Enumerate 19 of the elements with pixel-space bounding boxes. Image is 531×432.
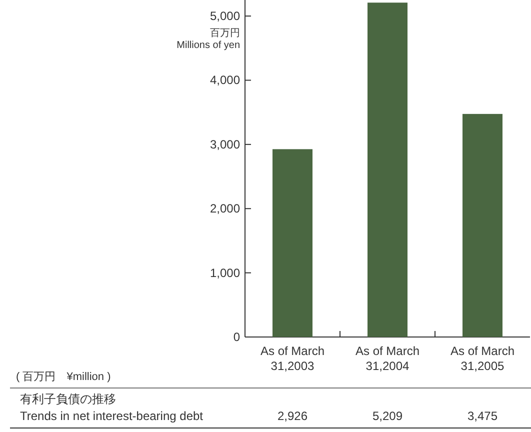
bar bbox=[462, 114, 502, 337]
data-label: 5,209 bbox=[372, 409, 403, 423]
x-tick-label: As of March 31,2003 bbox=[260, 344, 325, 373]
text: Trends in net interest-bearing debt bbox=[20, 409, 204, 423]
bar bbox=[368, 2, 408, 337]
y-tick-label: 2,000 bbox=[210, 202, 240, 216]
y-tick-label: 3,000 bbox=[210, 137, 240, 152]
data-label: 3,475 bbox=[467, 409, 498, 423]
y-tick-label: 0 bbox=[233, 330, 240, 344]
x-tick-label: As of March 31,2004 bbox=[355, 344, 420, 373]
data-label: 2,926 bbox=[277, 409, 308, 423]
y-tick-label: 5,000 bbox=[210, 9, 240, 24]
x-tick-label: As of March 31,2005 bbox=[450, 344, 515, 373]
y-tick-label: 1,000 bbox=[210, 266, 240, 280]
bar bbox=[272, 149, 312, 337]
text: ( 百万円 ¥million ) bbox=[16, 371, 111, 383]
y-tick-label: 4,000 bbox=[210, 73, 240, 88]
text: 有利子負債の推移 bbox=[20, 392, 116, 406]
y-axis-title: 百万円 Millions of yen bbox=[176, 28, 240, 52]
